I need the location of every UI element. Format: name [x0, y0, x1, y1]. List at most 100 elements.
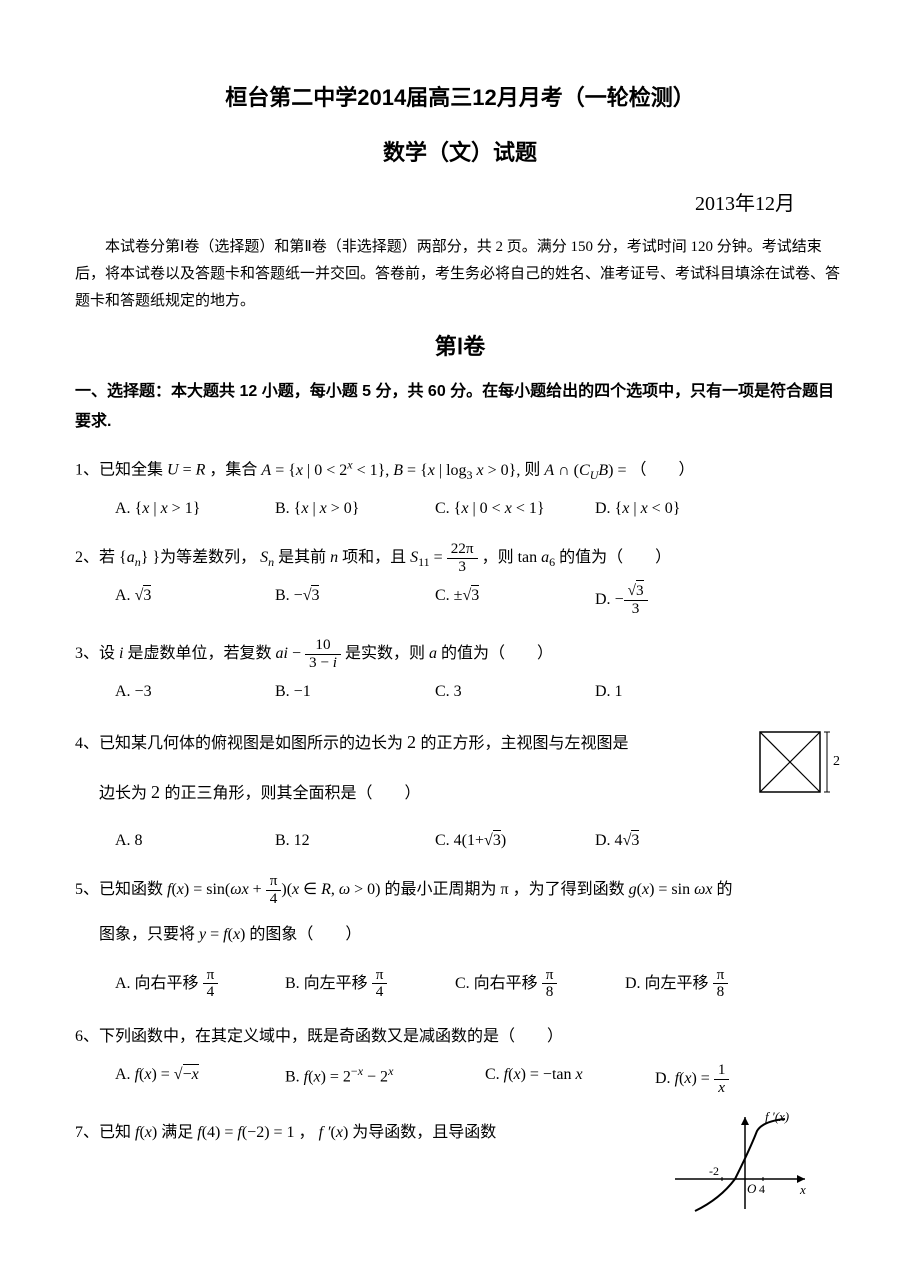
q7-eq: f(4) = f(−2) = 1	[197, 1124, 298, 1141]
q1-setA: A = {x | 0 < 2x < 1}, B = {x | log3 x > …	[261, 462, 524, 479]
q4-optB: B. 12	[275, 828, 435, 854]
question-4: 2 4、已知某几何体的俯视图是如图所示的边长为 2 的正方形，主视图与左视图是 …	[75, 723, 845, 854]
q4-optA: A. 8	[115, 828, 275, 854]
q7-fx: f(x)	[135, 1124, 161, 1141]
q5-l2b: 的图象（ ）	[249, 926, 361, 943]
q1-options: A. {x | x > 1} B. {x | x > 0} C. {x | 0 …	[75, 496, 845, 522]
q2-prefix: 2、若	[75, 549, 115, 566]
question-3: 3、设 i 是虚数单位，若复数 ai − 103 − i 是实数，则 a 的值为…	[75, 636, 845, 705]
derivative-graph-icon: f ′(x) x -2 O 4	[665, 1109, 815, 1219]
q3-optB: B. −1	[275, 679, 435, 705]
q5-options: A. 向右平移 π4 B. 向左平移 π4 C. 向右平移 π8 D. 向左平移…	[75, 967, 845, 1001]
q3-optC: C. 3	[435, 679, 595, 705]
q1-prefix: 1、已知全集	[75, 462, 163, 479]
q1-optA: A. {x | x > 1}	[115, 496, 275, 522]
q2-optB: B. −√3	[275, 583, 435, 617]
q5-fx: f(x) = sin(ωx + π4)(x ∈ R, ω > 0)	[167, 881, 385, 898]
q4-l2a: 边长为	[99, 785, 147, 802]
q2-seq: {an}	[119, 549, 148, 566]
q3-prefix: 3、设	[75, 645, 115, 662]
section-1-heading: 一、选择题：本大题共 12 小题，每小题 5 分，共 60 分。在每小题给出的四…	[75, 377, 845, 438]
q2-t6: 项和，且	[342, 549, 406, 566]
question-6: 6、下列函数中，在其定义域中，既是奇函数又是减函数的是（ ） A. f(x) =…	[75, 1019, 845, 1097]
q2-t7: ，则 tan a6	[482, 549, 556, 566]
q1-optC: C. {x | 0 < x < 1}	[435, 496, 595, 522]
q7-t2: 满足	[161, 1124, 193, 1141]
q1-mid1: ，集合	[209, 462, 257, 479]
q2-t4: 是其前	[278, 549, 326, 566]
q3-a: a	[429, 645, 441, 662]
exam-subtitle: 数学（文）试题	[75, 135, 845, 170]
q2-optA: A. √3	[115, 583, 275, 617]
q4-prefix: 4、已知某几何体的俯视图是如图所示的边长为	[75, 735, 403, 752]
q1-u: U = R	[167, 462, 205, 479]
q3-options: A. −3 B. −1 C. 3 D. 1	[75, 679, 845, 705]
q5-optB: B. 向左平移 π4	[285, 967, 455, 1001]
question-1: 1、已知全集 U = R ，集合 A = {x | 0 < 2x < 1}, B…	[75, 451, 845, 522]
q7-graph-fprime: f ′(x)	[765, 1109, 789, 1124]
q1-mid2: 则	[524, 462, 540, 479]
q7-graph: f ′(x) x -2 O 4	[665, 1109, 815, 1228]
q2-s11: S11 = 22π3	[410, 549, 477, 566]
q3-t5: 的值为（ ）	[441, 645, 553, 662]
q4-l2b: 的正三角形，则其全面积是（ ）	[165, 785, 421, 802]
q7-prefix: 7、已知	[75, 1124, 131, 1141]
q2-t8: 的值为（ ）	[559, 549, 671, 566]
q6-optA: A. f(x) = √−x	[115, 1062, 285, 1096]
q1-expr: A ∩ (CUB) =	[544, 462, 630, 479]
q4-val2: 2	[151, 782, 165, 802]
question-5: 5、已知函数 f(x) = sin(ωx + π4)(x ∈ R, ω > 0)…	[75, 872, 845, 1001]
q5-prefix: 5、已知函数	[75, 881, 163, 898]
q4-val1: 2	[407, 732, 421, 752]
q2-sn: Sn	[260, 549, 274, 566]
q1-blank: （ ）	[631, 462, 695, 479]
q3-t3: 是实数，则	[345, 645, 425, 662]
q4-t1: 的正方形，主视图与左视图是	[421, 735, 629, 752]
q7-graph-O: O	[747, 1181, 757, 1196]
q3-t2: 是虚数单位，若复数	[127, 645, 271, 662]
q2-n: n	[330, 549, 342, 566]
q6-optC: C. f(x) = −tan x	[485, 1062, 655, 1096]
exam-intro: 本试卷分第Ⅰ卷（选择题）和第Ⅱ卷（非选择题）两部分，共 2 页。满分 150 分…	[75, 234, 845, 315]
q1-optD: D. {x | x < 0}	[595, 496, 755, 522]
q4-options: A. 8 B. 12 C. 4(1+√3) D. 4√3	[75, 828, 845, 854]
q6-options: A. f(x) = √−x B. f(x) = 2−x − 2x C. f(x)…	[75, 1062, 845, 1096]
question-7: f ′(x) x -2 O 4 7、已知 f(x) 满足 f(4) = f(−2…	[75, 1115, 845, 1150]
q7-graph-xlabel: x	[799, 1182, 806, 1197]
question-5-text: 5、已知函数 f(x) = sin(ωx + π4)(x ∈ R, ω > 0)…	[75, 872, 845, 908]
q5-optA: A. 向右平移 π4	[115, 967, 285, 1001]
q2-optC: C. ±√3	[435, 583, 595, 617]
q7-graph-neg2: -2	[709, 1164, 719, 1178]
q5-l2a: 图象，只要将	[99, 926, 195, 943]
q3-expr: ai − 103 − i	[275, 645, 344, 662]
q4-diagram: 2	[755, 727, 845, 806]
q3-optD: D. 1	[595, 679, 755, 705]
q1-optB: B. {x | x > 0}	[275, 496, 435, 522]
q6-optB: B. f(x) = 2−x − 2x	[285, 1062, 485, 1096]
question-4-line2: 边长为 2 的正三角形，则其全面积是（ ）	[75, 773, 845, 813]
question-3-text: 3、设 i 是虚数单位，若复数 ai − 103 − i 是实数，则 a 的值为…	[75, 636, 845, 672]
q6-optD: D. f(x) = 1x	[655, 1062, 785, 1096]
q3-optA: A. −3	[115, 679, 275, 705]
q5-optC: C. 向右平移 π8	[455, 967, 625, 1001]
question-2: 2、若 {an} }为等差数列， Sn 是其前 n 项和，且 S11 = 22π…	[75, 540, 845, 618]
square-diagram-icon: 2	[755, 727, 845, 797]
q4-diagram-label: 2	[833, 754, 840, 769]
q2-optD: D. −√33	[595, 583, 755, 617]
q5-gx: g(x) = sin ωx	[629, 881, 717, 898]
q7-graph-4: 4	[759, 1182, 765, 1196]
question-2-text: 2、若 {an} }为等差数列， Sn 是其前 n 项和，且 S11 = 22π…	[75, 540, 845, 576]
exam-title: 桓台第二中学2014届高三12月月考（一轮检测）	[75, 80, 845, 115]
q5-optD: D. 向左平移 π8	[625, 967, 795, 1001]
q4-optC: C. 4(1+√3)	[435, 828, 595, 854]
q5-pi: π	[501, 881, 513, 898]
q5-t3: 的	[717, 881, 733, 898]
q5-t1: 的最小正周期为	[385, 881, 497, 898]
q7-t6: 为导函数，且导函数	[352, 1124, 496, 1141]
question-4-text: 4、已知某几何体的俯视图是如图所示的边长为 2 的正方形，主视图与左视图是	[75, 723, 845, 763]
question-1-text: 1、已知全集 U = R ，集合 A = {x | 0 < 2x < 1}, B…	[75, 451, 845, 488]
question-6-text: 6、下列函数中，在其定义域中，既是奇函数又是减函数的是（ ）	[75, 1019, 845, 1054]
q5-yfx: y = f(x)	[199, 926, 249, 943]
exam-date: 2013年12月	[75, 188, 845, 220]
q7-fprime: f ′(x)	[319, 1124, 353, 1141]
